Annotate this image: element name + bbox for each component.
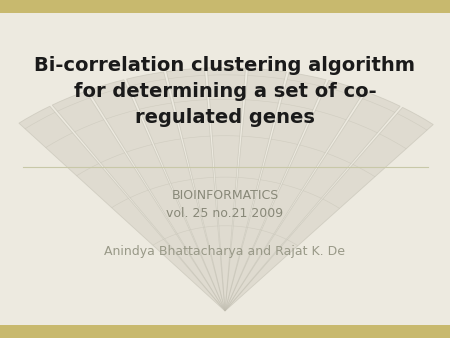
Wedge shape [225, 107, 433, 311]
Wedge shape [126, 72, 225, 311]
Bar [0, 0, 450, 13]
Wedge shape [207, 68, 246, 311]
Text: Bi-correlation clustering algorithm
for determining a set of co-
regulated genes: Bi-correlation clustering algorithm for … [35, 56, 415, 126]
Wedge shape [166, 68, 225, 311]
Text: Anindya Bhattacharya and Rajat K. De: Anindya Bhattacharya and Rajat K. De [104, 245, 346, 258]
Wedge shape [225, 72, 326, 311]
Wedge shape [88, 80, 225, 311]
Wedge shape [52, 91, 225, 311]
Text: BIOINFORMATICS
vol. 25 no.21 2009: BIOINFORMATICS vol. 25 no.21 2009 [166, 189, 284, 220]
Wedge shape [225, 80, 364, 311]
Wedge shape [19, 106, 225, 311]
Wedge shape [225, 92, 400, 311]
Wedge shape [225, 68, 286, 311]
Bar [0, 325, 450, 338]
